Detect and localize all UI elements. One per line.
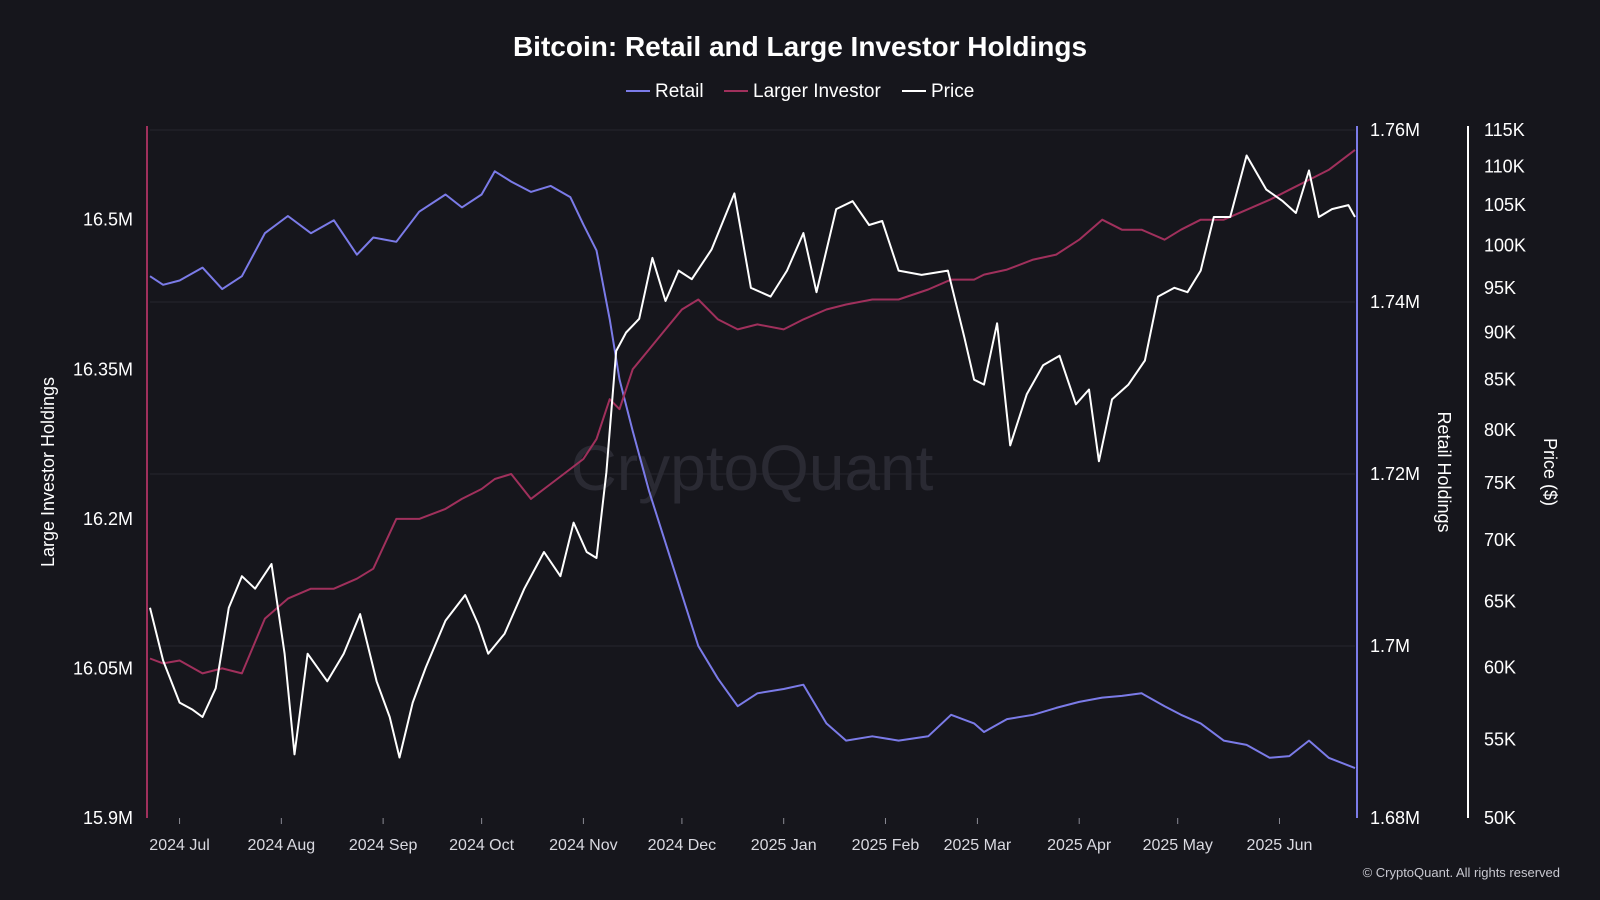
right-tick-label: 1.74M — [1370, 292, 1420, 312]
price-tick-label: 80K — [1484, 420, 1516, 440]
x-tick-label: 2025 Jan — [751, 837, 817, 854]
price-tick-label: 110K — [1484, 157, 1525, 177]
left-tick-label: 16.35M — [73, 359, 133, 379]
price-tick-label: 50K — [1484, 808, 1516, 828]
right-tick-label: 1.7M — [1370, 636, 1410, 656]
chart-title: Bitcoin: Retail and Large Investor Holdi… — [513, 31, 1087, 62]
left-tick-label: 16.5M — [83, 210, 133, 230]
legend-label-retail: Retail — [655, 81, 704, 102]
x-tick-label: 2025 Jun — [1247, 837, 1313, 854]
watermark: CryptoQuant — [571, 432, 934, 504]
left-tick-label: 16.2M — [83, 509, 133, 529]
series — [149, 149, 1356, 770]
left-axis-ticks: 15.9M 16.05M 16.2M 16.35M 16.5M — [73, 210, 133, 828]
x-tick-label: 2025 Apr — [1047, 837, 1112, 854]
right-tick-label: 1.68M — [1370, 808, 1420, 828]
larger-investor-line — [149, 149, 1356, 675]
x-tick-label: 2024 Dec — [648, 837, 717, 854]
left-tick-label: 15.9M — [83, 808, 133, 828]
legend-label-price: Price — [931, 81, 974, 102]
price-line — [149, 154, 1356, 759]
x-tick-label: 2024 Jul — [149, 837, 210, 854]
x-tick-label: 2024 Sep — [349, 837, 418, 854]
left-axis-title: Large Investor Holdings — [38, 377, 58, 567]
price-tick-label: 55K — [1484, 729, 1516, 749]
x-tick-label: 2025 Feb — [852, 837, 920, 854]
right-axis-title: Retail Holdings — [1434, 411, 1454, 532]
price-tick-label: 115K — [1484, 120, 1525, 140]
price-tick-label: 90K — [1484, 322, 1516, 342]
price-tick-label: 95K — [1484, 278, 1516, 298]
retail-line — [149, 170, 1356, 770]
left-tick-label: 16.05M — [73, 658, 133, 678]
price-tick-label: 75K — [1484, 473, 1516, 493]
legend-label-larger-investor: Larger Investor — [753, 81, 881, 102]
legend: Retail Larger Investor Price — [626, 81, 974, 102]
right-tick-label: 1.76M — [1370, 120, 1420, 140]
price-tick-label: 60K — [1484, 657, 1516, 677]
x-tick-label: 2025 Mar — [944, 837, 1012, 854]
right-axis-ticks: 1.68M 1.7M 1.72M 1.74M 1.76M — [1370, 120, 1420, 828]
price-axis-title: Price ($) — [1540, 438, 1560, 506]
price-axis-ticks: 50K 55K 60K 65K 70K 75K 80K 85K 90K 95K 100K 105K 11… — [1484, 120, 1526, 828]
price-tick-label: 70K — [1484, 530, 1516, 550]
x-tick-label: 2025 May — [1143, 837, 1213, 854]
price-tick-label: 100K — [1484, 235, 1526, 255]
copyright: © CryptoQuant. All rights reserved — [1363, 865, 1560, 880]
x-axis-ticks: 2024 Jul 2024 Aug 2024 Sep 2024 Oct 2024 Nov… — [149, 818, 1312, 854]
right-tick-label: 1.72M — [1370, 464, 1420, 484]
x-tick-label: 2024 Aug — [248, 837, 316, 854]
price-tick-label: 65K — [1484, 591, 1516, 611]
price-tick-label: 105K — [1484, 195, 1526, 215]
x-tick-label: 2024 Nov — [549, 837, 618, 854]
price-tick-label: 85K — [1484, 370, 1516, 390]
x-tick-label: 2024 Oct — [449, 837, 514, 854]
grid — [150, 129, 1355, 647]
